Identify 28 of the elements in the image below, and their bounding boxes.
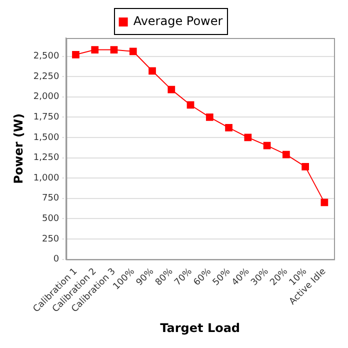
point <box>148 67 156 75</box>
y-tick-label: 0 <box>53 254 60 265</box>
y-tick-label: 2,500 <box>33 52 60 62</box>
point <box>302 163 309 170</box>
point <box>320 198 328 206</box>
y-tick-label: 1,500 <box>33 132 60 143</box>
point <box>110 46 118 54</box>
point <box>186 101 194 109</box>
y-tick-label: 1,750 <box>33 112 60 123</box>
y-tick-label: 750 <box>42 194 60 204</box>
point <box>282 150 290 158</box>
point <box>129 48 137 56</box>
point <box>263 142 271 150</box>
legend-label: Average Power <box>133 14 223 28</box>
y-axis-title: Power (W) <box>11 113 26 184</box>
y-tick-label: 2,000 <box>33 92 60 102</box>
point <box>206 113 214 121</box>
point <box>72 50 80 58</box>
y-tick-label: 250 <box>42 234 60 244</box>
point <box>225 124 232 132</box>
point <box>91 46 99 54</box>
point <box>244 134 252 142</box>
y-tick-label: 2,250 <box>33 72 60 82</box>
y-tick-label: 1,000 <box>33 173 60 184</box>
point <box>168 86 176 94</box>
x-axis-title: Target Load <box>160 320 240 335</box>
y-tick-label: 500 <box>42 214 60 224</box>
y-tick-label: 1,250 <box>33 153 60 164</box>
